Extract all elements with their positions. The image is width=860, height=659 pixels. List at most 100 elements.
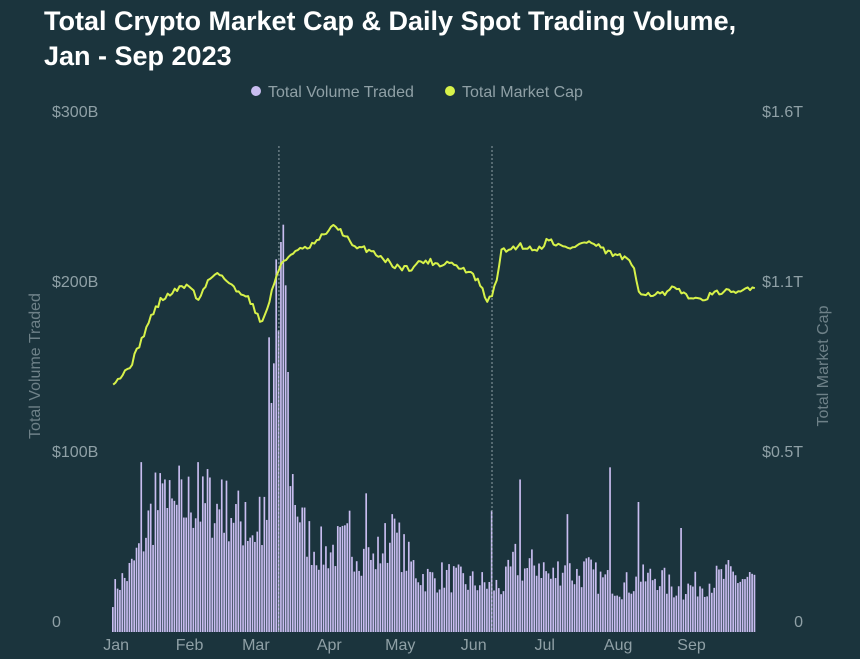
volume-bar (239, 521, 242, 632)
volume-bar (654, 578, 656, 632)
volume-bar (422, 574, 424, 632)
volume-bar (706, 596, 708, 632)
volume-bar (308, 521, 311, 632)
volume-bar (550, 578, 552, 632)
y-right-tick-1-1t: $1.1T (762, 274, 803, 291)
volume-bar (559, 585, 562, 632)
chart-title-line-2: Jan - Sep 2023 (44, 41, 232, 71)
volume-bar (339, 527, 341, 632)
volume-bar (514, 543, 517, 632)
volume-bar (519, 479, 521, 632)
volume-bar (609, 467, 611, 632)
x-tick-jul: Jul (535, 637, 555, 654)
volume-bar (424, 591, 427, 632)
y-left-tick-300: $300B (52, 104, 98, 121)
volume-bar (358, 570, 360, 632)
y-left-tick-100: $100B (52, 444, 98, 461)
volume-bar (334, 566, 337, 632)
volume-bar (483, 582, 486, 632)
volume-bar (216, 503, 218, 632)
volume-bar (663, 567, 666, 632)
volume-bar (400, 572, 403, 632)
volume-bar (374, 569, 377, 632)
volume-bar (734, 575, 737, 632)
volume-bar (561, 572, 564, 632)
volume-bar (460, 566, 462, 632)
volume-bar (180, 479, 183, 632)
volume-bar (360, 575, 363, 632)
volume-bar (737, 583, 739, 632)
volume-bar (322, 564, 325, 632)
volume-bar (268, 337, 270, 632)
volume-bar (505, 566, 507, 632)
volume-bar (348, 510, 351, 632)
volume-bar (727, 560, 730, 632)
volume-bar (220, 479, 223, 632)
volume-bar (703, 596, 706, 632)
volume-bar (270, 402, 273, 632)
volume-bar (175, 504, 178, 632)
volume-bar (535, 575, 538, 632)
volume-bar (301, 507, 304, 632)
volume-bar (680, 528, 682, 632)
volume-bar (590, 559, 592, 632)
volume-bar (201, 476, 204, 632)
volume-bar (173, 500, 176, 632)
volume-bar (696, 596, 699, 632)
volume-bar (741, 579, 744, 632)
legend-volume-label[interactable]: Total Volume Traded (268, 84, 414, 101)
volume-bar (277, 330, 280, 632)
y-right-axis-title: Total Market Cap (815, 305, 832, 426)
volume-bar (639, 581, 642, 632)
volume-bar (516, 575, 519, 632)
volume-bar (329, 552, 332, 632)
volume-bar (658, 586, 661, 632)
volume-bar (576, 568, 578, 632)
volume-bar (445, 569, 448, 632)
y-right-tick-0-5t: $0.5T (762, 444, 803, 461)
volume-bar (403, 534, 405, 632)
volume-bar (194, 518, 197, 632)
volume-bar (583, 561, 585, 632)
volume-bar (753, 574, 756, 632)
volume-bar (526, 568, 529, 632)
volume-bar (457, 564, 460, 632)
volume-bar (675, 595, 678, 632)
volume-bar (417, 582, 420, 632)
volume-bar (235, 504, 237, 632)
volume-bar (230, 518, 233, 632)
volume-bar (587, 557, 590, 632)
volume-bar (661, 570, 663, 632)
volume-bar (613, 595, 616, 632)
volume-bar (722, 578, 725, 632)
volume-bar (225, 480, 228, 632)
volume-bar (606, 570, 609, 632)
volume-bar (547, 573, 550, 632)
volume-bar (119, 589, 121, 632)
x-tick-jan: Jan (103, 637, 129, 654)
volume-bar (476, 590, 479, 632)
volume-bar (275, 259, 278, 632)
volume-bar (410, 561, 412, 632)
volume-bar (351, 556, 353, 632)
volume-bar (384, 523, 386, 632)
volume-bar (431, 572, 434, 632)
volume-bar (630, 593, 633, 632)
chart-title: Total Crypto Market Cap & Daily Spot Tra… (44, 4, 834, 74)
volume-bar (142, 551, 145, 632)
volume-bar (199, 521, 202, 632)
market-cap-line-layer (112, 223, 756, 386)
volume-bar (644, 581, 647, 632)
volume-bar (434, 578, 436, 632)
legend-marketcap-label[interactable]: Total Market Cap (462, 84, 583, 101)
volume-bar (732, 571, 734, 632)
volume-bar (306, 556, 308, 632)
volume-bar (419, 585, 422, 632)
volume-bar (327, 568, 330, 632)
volume-bar (381, 553, 384, 632)
volume-bar (251, 535, 254, 632)
volume-bar (682, 599, 685, 632)
volume-bar (287, 372, 289, 632)
volume-bar (273, 363, 275, 632)
volume-bar (677, 586, 680, 632)
